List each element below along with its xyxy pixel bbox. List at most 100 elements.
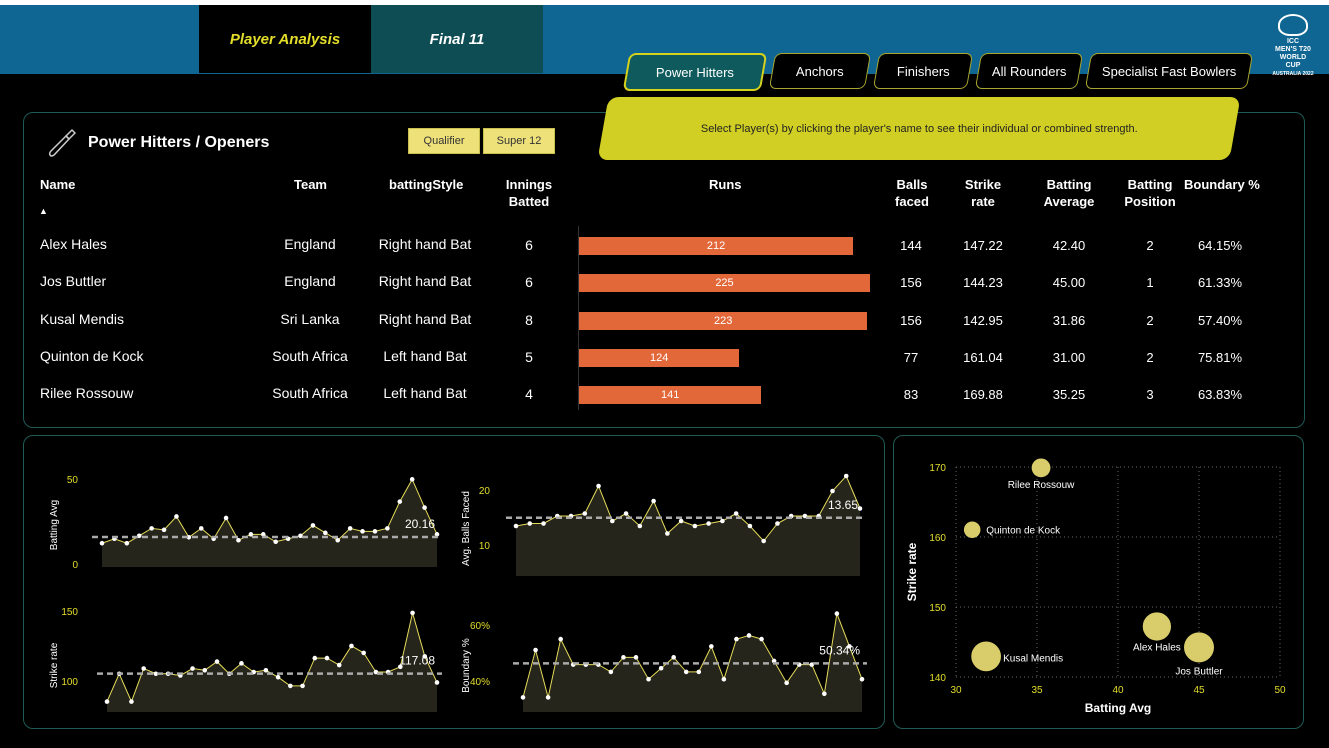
chart-point xyxy=(248,532,254,537)
chart-point xyxy=(323,530,328,536)
chart-point xyxy=(761,538,766,544)
category-anchors[interactable]: Anchors xyxy=(768,53,872,89)
innings-cell: 5 xyxy=(525,348,533,365)
col-header-balls[interactable]: Balls faced xyxy=(895,177,929,209)
boundary-cell: 63.83% xyxy=(1197,387,1243,403)
chart-point xyxy=(746,633,752,638)
batting-pos-cell: 3 xyxy=(1146,387,1154,403)
x-tick-label: 40 xyxy=(1112,685,1124,696)
y-axis-label: Batting Avg xyxy=(49,500,60,550)
boundary-cell: 64.15% xyxy=(1197,238,1243,253)
chart-point xyxy=(671,655,676,660)
col-header-name[interactable]: Name xyxy=(40,177,76,192)
chart-area-fill xyxy=(107,612,437,712)
chart-point xyxy=(422,654,428,659)
chart-area-fill xyxy=(516,476,860,576)
instruction-text: Select Player(s) by clicking the player'… xyxy=(700,122,1138,135)
team-cell: Sri Lanka xyxy=(280,310,340,327)
col-header-team[interactable]: Team xyxy=(294,177,327,192)
batting-avg-cell: 45.00 xyxy=(1052,275,1086,291)
chart-point xyxy=(361,650,366,656)
tab-player-analysis[interactable]: Player Analysis xyxy=(199,5,371,73)
col-header-batting-style[interactable]: battingStyle xyxy=(389,177,464,192)
y-tick-label: 150 xyxy=(929,603,946,614)
batting-pos-cell: 1 xyxy=(1146,275,1154,291)
chart-point xyxy=(202,667,208,673)
filter-super12-button[interactable]: Super 12 xyxy=(483,128,555,154)
chart-point xyxy=(324,655,330,661)
chart-point xyxy=(857,506,863,511)
category-finishers[interactable]: Finishers xyxy=(872,53,974,89)
chart-point xyxy=(541,521,546,526)
chart-point xyxy=(349,643,354,649)
player-name-cell[interactable]: Rilee Rossouw xyxy=(40,385,134,402)
player-name-cell[interactable]: Alex Hales xyxy=(40,236,107,252)
chart-point xyxy=(174,514,179,519)
col-header-batting-pos[interactable]: Batting Position xyxy=(1124,177,1176,209)
chart-point xyxy=(198,526,204,531)
trend-charts: 20.16 50 0 Batting Avg 13.65 20 10 Avg. Balls F… xyxy=(49,473,867,712)
col-header-boundary[interactable]: Boundary % xyxy=(1184,177,1260,192)
chart-point xyxy=(347,526,353,531)
chart-point xyxy=(398,664,403,670)
chart-point xyxy=(104,699,110,704)
tab-final-11[interactable]: Final 11 xyxy=(371,5,543,73)
logo-line1: ICC xyxy=(1286,38,1300,45)
innings-cell: 8 xyxy=(525,311,533,328)
col-header-runs[interactable]: Runs xyxy=(709,177,742,192)
chart-point xyxy=(275,674,281,680)
team-cell: England xyxy=(284,236,336,252)
col-header-innings[interactable]: Innings Batted xyxy=(505,177,553,209)
chart-point xyxy=(834,611,840,616)
batting-pos-cell: 2 xyxy=(1146,238,1154,253)
top-strip xyxy=(0,0,1329,5)
runs-bar: 141 xyxy=(579,386,762,405)
runs-axis-line xyxy=(578,226,579,410)
scatter-bubble xyxy=(1142,612,1172,641)
chart-point xyxy=(513,523,519,529)
innings-cell: 4 xyxy=(525,386,533,403)
chart-point xyxy=(136,533,142,539)
chart-point xyxy=(288,683,293,689)
x-tick-label: 50 xyxy=(1274,685,1286,696)
col-header-batting-avg[interactable]: Batting Average xyxy=(1043,177,1095,209)
category-label: Finishers xyxy=(896,63,950,79)
y-axis-label: Strike rate xyxy=(905,542,919,601)
chart-point xyxy=(847,644,852,649)
runs-bar: 225 xyxy=(579,274,870,293)
cricket-bat-icon xyxy=(48,128,76,157)
chart-point xyxy=(263,667,269,673)
chart-point xyxy=(236,537,241,543)
balls-cell: 156 xyxy=(900,312,922,328)
y-tick-label: 40% xyxy=(470,677,490,688)
category-power-hitters[interactable]: Power Hitters xyxy=(622,53,768,91)
average-label: 50.34% xyxy=(819,643,860,657)
chart-point xyxy=(830,488,835,494)
chart-point xyxy=(409,477,415,482)
scatter-bubble xyxy=(1031,458,1051,478)
y-tick-label: 60% xyxy=(470,621,490,632)
team-cell: South Africa xyxy=(272,347,348,364)
batting-avg-cell: 31.00 xyxy=(1052,349,1086,365)
filter-qualifier-button[interactable]: Qualifier xyxy=(408,128,480,154)
x-tick-label: 35 xyxy=(1031,685,1043,696)
team-cell: England xyxy=(284,273,336,290)
player-name-cell[interactable]: Kusal Mendis xyxy=(40,310,125,327)
col-header-strike-rate[interactable]: Strike rate xyxy=(964,177,1002,209)
scatter-bubble xyxy=(971,641,1001,672)
scatter-bubble xyxy=(1184,632,1214,663)
x-axis-label: Batting Avg xyxy=(1085,701,1151,715)
y-tick-label: 0 xyxy=(72,560,78,571)
player-name-cell[interactable]: Jos Buttler xyxy=(40,273,107,290)
boundary-cell: 75.81% xyxy=(1197,349,1243,365)
chart-point xyxy=(775,521,780,526)
batting-avg-cell: 31.86 xyxy=(1052,312,1086,328)
player-name-cell[interactable]: Quinton de Kock xyxy=(40,347,144,364)
y-axis-label: Boundary % xyxy=(461,638,472,693)
category-specialist-fast-bowlers[interactable]: Specialist Fast Bowlers xyxy=(1084,53,1254,89)
trophy-icon xyxy=(1278,14,1308,36)
category-all-rounders[interactable]: All Rounders xyxy=(974,53,1084,89)
chart-point xyxy=(859,676,865,682)
strike-rate-cell: 169.88 xyxy=(963,387,1003,403)
sort-ascending-icon[interactable]: ▲ xyxy=(39,206,48,216)
